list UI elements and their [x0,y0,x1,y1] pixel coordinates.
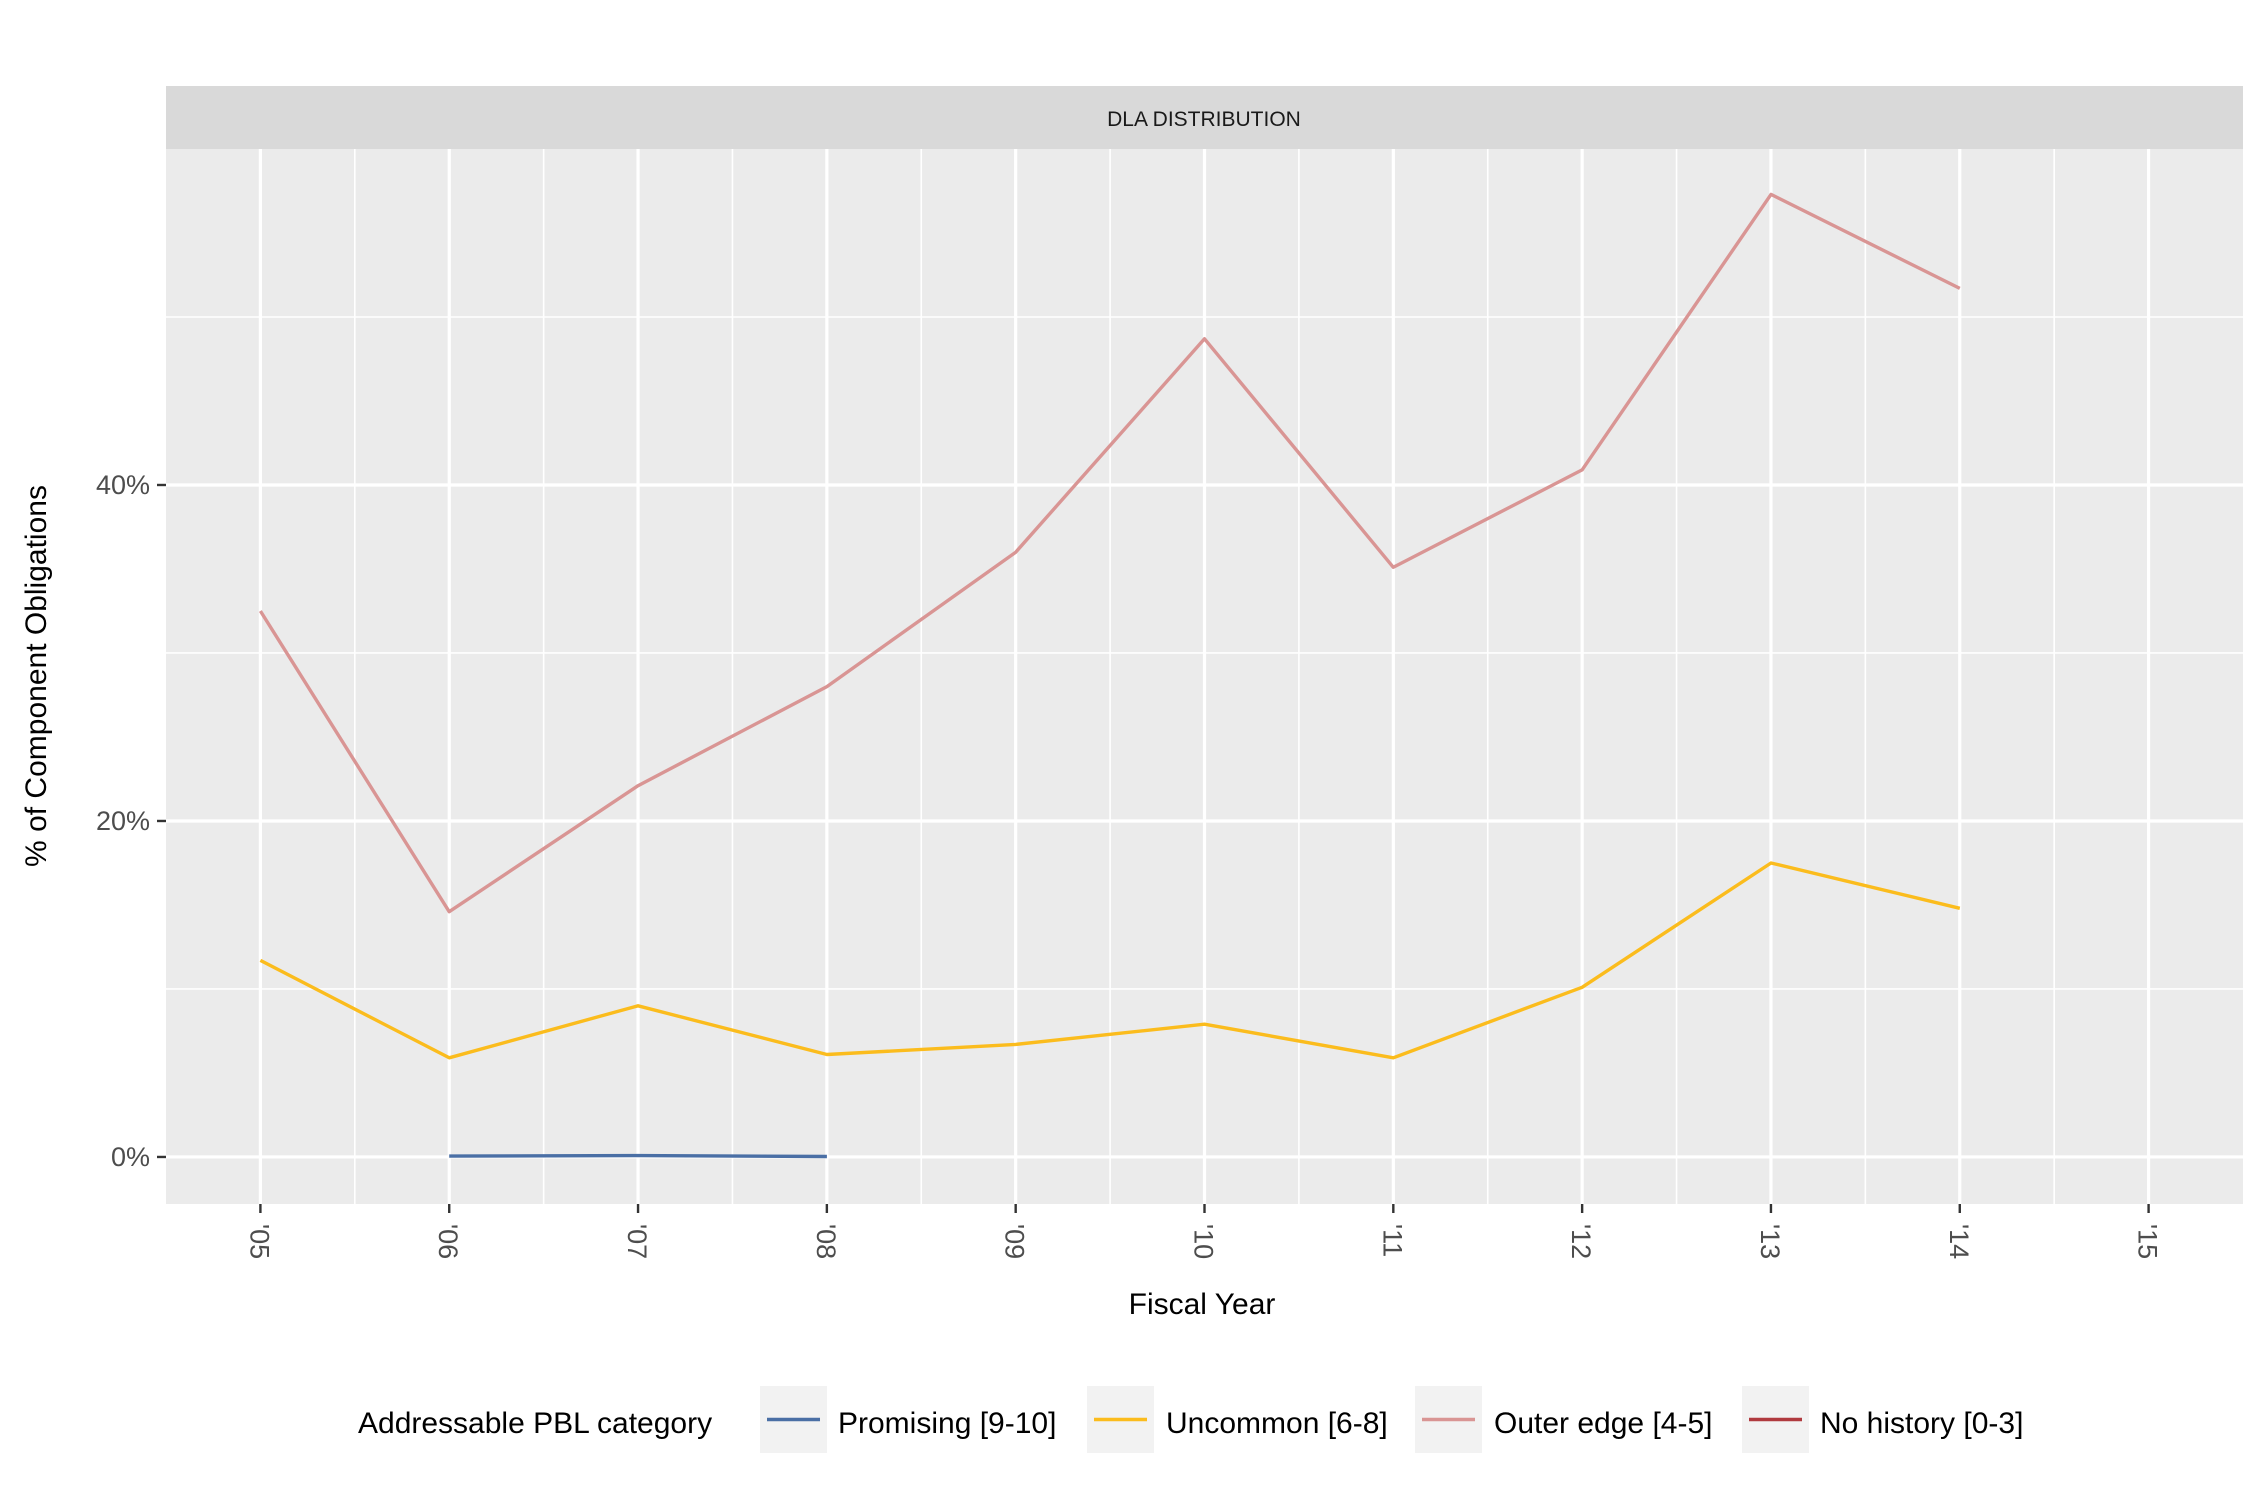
gridlines [166,149,2243,1204]
x-tick-label: '11 [1377,1224,1407,1257]
y-axis: 0% 20% 40% [96,470,166,1172]
x-tick-label: '06 [433,1224,463,1259]
x-tick-label: '10 [1189,1224,1219,1259]
x-tick-label: '14 [1944,1224,1974,1259]
legend-label-promising: Promising [9-10] [838,1407,1056,1440]
legend-title: Addressable PBL category [358,1407,712,1440]
x-tick-label: '13 [1755,1224,1785,1259]
x-tick-label: '15 [2133,1224,2163,1259]
y-axis-title: % of Component Obligations [20,485,53,867]
legend-label-no: No history [0-3] [1820,1407,2023,1440]
x-axis-title: Fiscal Year [1129,1288,1276,1321]
series-lines [258,192,1961,1159]
facet-label: DLA DISTRIBUTION [1107,108,1301,131]
legend-label-uncommon: Uncommon [6-8] [1166,1407,1388,1440]
y-tick-label: 0% [111,1142,150,1172]
series-line-uncommon [259,861,1961,1060]
x-axis: '05 '06 '07 '08 '09 '10 '11 '12 '13 '14 '15 [244,1204,2163,1259]
x-tick-label: '07 [622,1224,652,1259]
y-tick-label: 20% [96,806,150,836]
x-tick-label: '12 [1566,1224,1596,1259]
y-tick-label: 40% [96,470,150,500]
legend-label-outer: Outer edge [4-5] [1494,1407,1712,1440]
legend: Addressable PBL category Promising [9-10… [358,1386,2023,1453]
x-tick-label: '08 [811,1224,841,1259]
facet-strip [166,86,2243,149]
series-line-promising [449,1153,827,1159]
series-line-outer [258,192,1961,914]
x-tick-label: '09 [1000,1224,1030,1259]
x-tick-label: '05 [244,1224,274,1259]
